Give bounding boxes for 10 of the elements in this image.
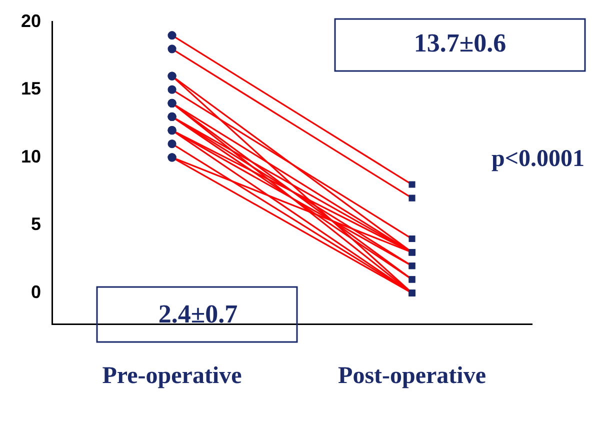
annotation: 2.4±0.7 bbox=[158, 300, 238, 329]
annotation: p<0.0001 bbox=[491, 146, 585, 172]
y-tick-label: 10 bbox=[20, 146, 42, 166]
x-tick-label: Pre-operative bbox=[102, 362, 242, 389]
y-tick-label: 5 bbox=[31, 214, 42, 234]
annotation: 13.7±0.6 bbox=[414, 28, 506, 58]
y-tick-label: 15 bbox=[20, 78, 42, 99]
y-tick-label: 20 bbox=[20, 10, 42, 31]
y-tick-label: 0 bbox=[31, 282, 42, 302]
x-tick-label: Post-operative bbox=[338, 362, 486, 389]
